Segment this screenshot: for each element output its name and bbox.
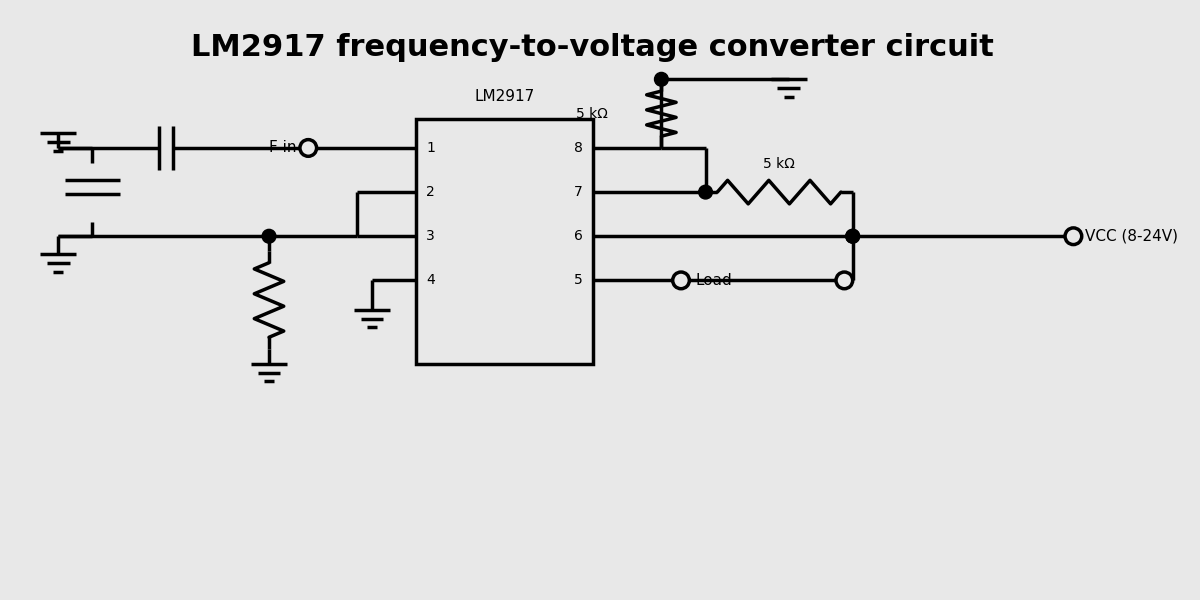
Circle shape: [300, 140, 317, 156]
Text: 5 kΩ: 5 kΩ: [763, 157, 796, 170]
Text: VCC (8-24V): VCC (8-24V): [1085, 229, 1178, 244]
Text: 8: 8: [574, 141, 583, 155]
Circle shape: [1066, 228, 1081, 245]
Text: 5: 5: [574, 274, 583, 287]
Bar: [416, 119, 593, 364]
Circle shape: [836, 272, 853, 289]
Circle shape: [698, 185, 713, 199]
Circle shape: [654, 73, 668, 86]
Circle shape: [846, 229, 859, 243]
Text: 3: 3: [426, 229, 434, 243]
Text: 2: 2: [426, 185, 434, 199]
Text: Load: Load: [696, 273, 732, 288]
Text: LM2917: LM2917: [474, 89, 534, 104]
Text: 5 kΩ: 5 kΩ: [576, 107, 607, 121]
Text: 7: 7: [574, 185, 583, 199]
Text: 4: 4: [426, 274, 434, 287]
Circle shape: [846, 229, 859, 243]
Circle shape: [673, 272, 689, 289]
Text: LM2917 frequency-to-voltage converter circuit: LM2917 frequency-to-voltage converter ci…: [191, 33, 994, 62]
Circle shape: [262, 229, 276, 243]
Text: F in: F in: [269, 140, 296, 155]
Text: 1: 1: [426, 141, 434, 155]
Text: 6: 6: [574, 229, 583, 243]
